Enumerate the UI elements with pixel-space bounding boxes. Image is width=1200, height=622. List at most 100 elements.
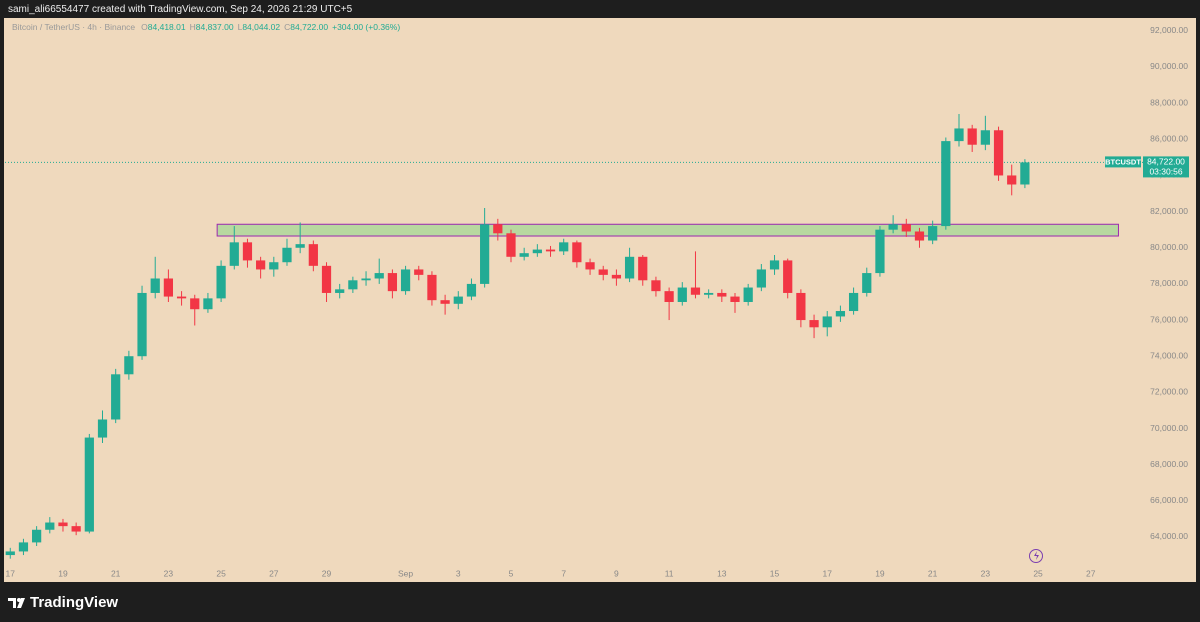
event-icon (1029, 549, 1043, 563)
ohlc-value: 84,722.00 (290, 22, 329, 32)
chart-background (4, 18, 1196, 582)
candle-body (796, 292, 806, 321)
candle-body (282, 247, 292, 263)
candle-body (32, 529, 42, 543)
candle-body (598, 269, 608, 275)
candle-body (532, 249, 542, 254)
ohlc-value: 84,418.01 (147, 22, 186, 32)
candle-body (124, 356, 134, 375)
x-tick-label: 13 (717, 568, 727, 578)
ohlc-value: 84,837.00 (195, 22, 234, 32)
candle-body (348, 280, 358, 290)
candle-body (163, 278, 174, 297)
x-tick-label: 27 (1086, 568, 1096, 578)
candle-body (256, 260, 266, 270)
candle-body (216, 265, 226, 299)
legend: Bitcoin / TetherUS · 4h · Binance O84,418… (12, 22, 404, 32)
candle-body (111, 374, 121, 420)
y-tick-label: 90,000.00 (1150, 61, 1188, 71)
ohlc-key: H (189, 22, 196, 32)
y-tick-label: 82,000.00 (1150, 206, 1188, 216)
candle-body (387, 273, 398, 292)
candle-body (651, 280, 661, 292)
candle-body (572, 242, 582, 263)
ohlc-key: O (141, 22, 148, 32)
candle-body (361, 278, 371, 281)
brand-logo (8, 598, 25, 608)
candle-body (374, 273, 384, 279)
candle-body (980, 130, 990, 145)
price-tag-text: 84,722.00 (1147, 157, 1185, 167)
x-tick-label: 9 (614, 568, 619, 578)
x-tick-label: 27 (269, 568, 279, 578)
candle-body (690, 287, 701, 295)
logo-shape (8, 598, 25, 608)
price-tag (1143, 156, 1189, 178)
x-tick-label: 19 (58, 568, 68, 578)
candle-body (809, 320, 819, 328)
candle-body (875, 229, 885, 274)
candle-body (45, 522, 55, 530)
x-tick-label: 5 (509, 568, 514, 578)
ohlc-key: C (284, 22, 291, 32)
y-tick-label: 92,000.00 (1150, 25, 1188, 35)
candle-body (295, 244, 305, 248)
x-tick-label: Sep (398, 568, 413, 578)
candle-body (190, 298, 200, 310)
candle-body (611, 274, 622, 279)
y-tick-label: 88,000.00 (1150, 97, 1188, 107)
candle-body (466, 283, 477, 297)
caption: sami_ali66554477 created with TradingVie… (8, 4, 353, 15)
candle-body (954, 128, 964, 142)
candle-body (967, 128, 977, 145)
x-tick-label: 19 (875, 568, 885, 578)
candle-body (269, 262, 279, 270)
x-tick-label: 29 (322, 568, 332, 578)
candle-body (203, 298, 213, 310)
candle-body (835, 311, 846, 317)
y-tick-label: 72,000.00 (1150, 387, 1188, 397)
candle-body (901, 224, 911, 232)
x-tick-label: 23 (164, 568, 174, 578)
candle-body (928, 226, 938, 241)
candle-body (97, 419, 108, 438)
candle-body (848, 292, 859, 312)
logo-dot (17, 598, 21, 602)
y-tick-label: 78,000.00 (1150, 278, 1188, 288)
candle-body (440, 300, 450, 304)
candle-body (321, 265, 332, 293)
candle-body (559, 242, 569, 252)
symbol-tag-text: BTCUSDT (1105, 157, 1141, 166)
candle-body (704, 292, 714, 295)
candle-body (756, 269, 766, 288)
candle-body (18, 542, 29, 552)
candle-body (862, 273, 872, 293)
candle-body (427, 274, 437, 301)
candle-body (585, 262, 595, 270)
chart: 64,000.00 66,000.00 68,000.00 70,000.00 72,0… (4, 18, 1196, 582)
candle-body (176, 296, 187, 299)
x-tick-label: 17 (6, 568, 16, 578)
candle-body (519, 253, 529, 257)
x-tick-label: 25 (216, 568, 226, 578)
candle-body (769, 260, 780, 270)
candle-body (624, 256, 635, 279)
candle-body (242, 242, 253, 261)
candle-body (58, 522, 68, 527)
candle-body (941, 141, 951, 227)
candle-body (5, 551, 15, 556)
x-tick-label: 21 (111, 568, 121, 578)
symbol-tag (1105, 156, 1141, 168)
event-bolt (1034, 551, 1039, 560)
y-tick-label: 80,000.00 (1150, 242, 1188, 252)
candle-body (506, 233, 516, 257)
candle-body (137, 292, 147, 357)
candle-body (414, 269, 424, 275)
x-tick-label: 3 (456, 568, 461, 578)
candle-body (493, 224, 503, 234)
candle-body (822, 316, 832, 328)
symbol-label: Bitcoin / TetherUS · 4h · Binance (12, 22, 136, 32)
candle-body (888, 224, 898, 230)
candle-body (545, 249, 556, 252)
